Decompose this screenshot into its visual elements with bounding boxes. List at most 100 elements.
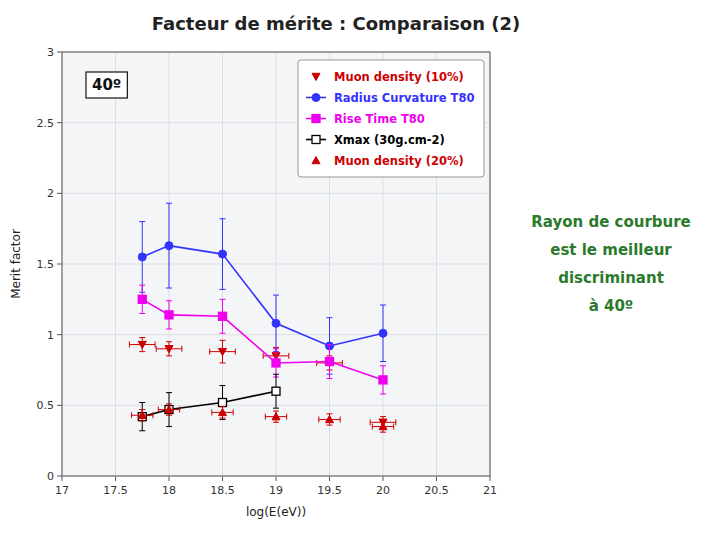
error-bar <box>166 301 172 329</box>
data-point <box>165 406 173 413</box>
grid-line <box>62 193 490 194</box>
tick-label: 3 <box>47 46 54 59</box>
error-bar <box>273 295 279 352</box>
error-bar <box>220 340 226 363</box>
data-point <box>272 413 280 420</box>
tick-mark <box>383 476 384 481</box>
tick-label: 18.5 <box>210 484 235 497</box>
legend-item: Muon density (20%) <box>312 154 464 168</box>
series <box>138 285 387 394</box>
tick-mark <box>57 405 62 406</box>
legend-marker <box>312 115 320 123</box>
data-point <box>379 423 387 430</box>
data-point <box>219 250 227 258</box>
data-point <box>138 253 146 261</box>
tick-mark <box>57 264 62 265</box>
tick-label: 0.5 <box>37 399 55 412</box>
error-bar <box>139 337 145 351</box>
legend-label: Muon density (20%) <box>334 154 464 168</box>
error-bar <box>327 345 333 379</box>
plot-background <box>62 52 490 476</box>
data-point <box>165 242 173 250</box>
plot-frame <box>62 52 490 476</box>
side-note-line: à 40º <box>589 297 634 315</box>
tick-mark <box>436 476 437 481</box>
tick-mark <box>276 476 277 481</box>
error-bar <box>166 342 172 356</box>
legend-marker <box>312 157 320 164</box>
series <box>132 404 394 432</box>
annotation: 40º <box>86 72 127 98</box>
grid-line <box>62 264 490 265</box>
data-point <box>326 415 334 422</box>
axes: 1717.51818.51919.52020.52100.511.522.53 <box>37 46 498 497</box>
error-bar <box>327 414 333 425</box>
x-error-bar <box>129 342 155 348</box>
annotation-text: 40º <box>92 76 121 94</box>
error-bar <box>273 349 279 377</box>
tick-label: 1.5 <box>37 258 55 271</box>
legend-marker <box>312 73 320 80</box>
chart: Facteur de mérite : Comparaison (2) 17 17.… <box>0 0 720 540</box>
legend-label: Radius Curvature T80 <box>334 91 474 105</box>
error-bar <box>220 386 226 420</box>
tick-label: 19.5 <box>317 484 342 497</box>
data-point <box>272 387 280 395</box>
x-error-bar <box>156 346 182 352</box>
data-point <box>219 348 227 355</box>
tick-label: 20 <box>376 484 390 497</box>
error-bar <box>220 299 226 333</box>
tick-label: 18 <box>162 484 176 497</box>
legend: Muon density (10%)Radius Curvature T80Ri… <box>298 60 484 177</box>
tick-mark <box>57 122 62 123</box>
data-point <box>138 341 146 348</box>
error-bar <box>273 374 279 408</box>
legend-box <box>298 60 484 177</box>
tick-label: 2 <box>47 187 54 200</box>
x-error-bar <box>132 412 153 418</box>
series <box>138 203 387 374</box>
error-bar <box>139 410 145 421</box>
x-error-bar <box>319 416 340 422</box>
tick-label: 0 <box>47 470 54 483</box>
x-error-bar <box>158 407 179 413</box>
data-point <box>165 311 173 319</box>
x-error-bar <box>265 414 286 420</box>
data-point <box>219 312 227 320</box>
annotation-box <box>86 72 127 98</box>
error-bar <box>380 366 386 394</box>
tick-mark <box>115 476 116 481</box>
error-bar <box>139 403 145 431</box>
tick-label: 17 <box>55 484 69 497</box>
tick-label: 2.5 <box>37 117 55 130</box>
error-bar <box>380 305 386 362</box>
error-bar <box>273 411 279 422</box>
side-note-line: discriminant <box>558 269 664 287</box>
data-point <box>326 358 334 366</box>
x-axis-label: log(E(eV)) <box>246 505 306 519</box>
legend-label: Muon density (10%) <box>334 70 464 84</box>
data-point <box>379 376 387 384</box>
legend-item: Radius Curvature T80 <box>306 91 474 105</box>
tick-mark <box>490 476 491 481</box>
error-bar <box>166 203 172 288</box>
data-point <box>219 408 227 415</box>
series-line <box>142 391 276 416</box>
series <box>138 374 280 431</box>
data-point <box>272 359 280 367</box>
data <box>129 203 395 432</box>
tick-label: 19 <box>269 484 283 497</box>
tick-mark <box>57 476 62 477</box>
tick-label: 21 <box>483 484 497 497</box>
error-bar <box>166 393 172 427</box>
tick-mark <box>62 476 63 481</box>
side-note: Rayon de courbureest le meilleurdiscrimi… <box>531 213 691 315</box>
tick-mark <box>57 334 62 335</box>
tick-mark <box>329 476 330 481</box>
title: Facteur de mérite : Comparaison (2) <box>152 13 520 34</box>
data-point <box>165 346 173 353</box>
x-error-bar <box>372 424 393 430</box>
data-point <box>272 319 280 327</box>
tick-label: 17.5 <box>103 484 128 497</box>
data-point <box>138 411 146 418</box>
